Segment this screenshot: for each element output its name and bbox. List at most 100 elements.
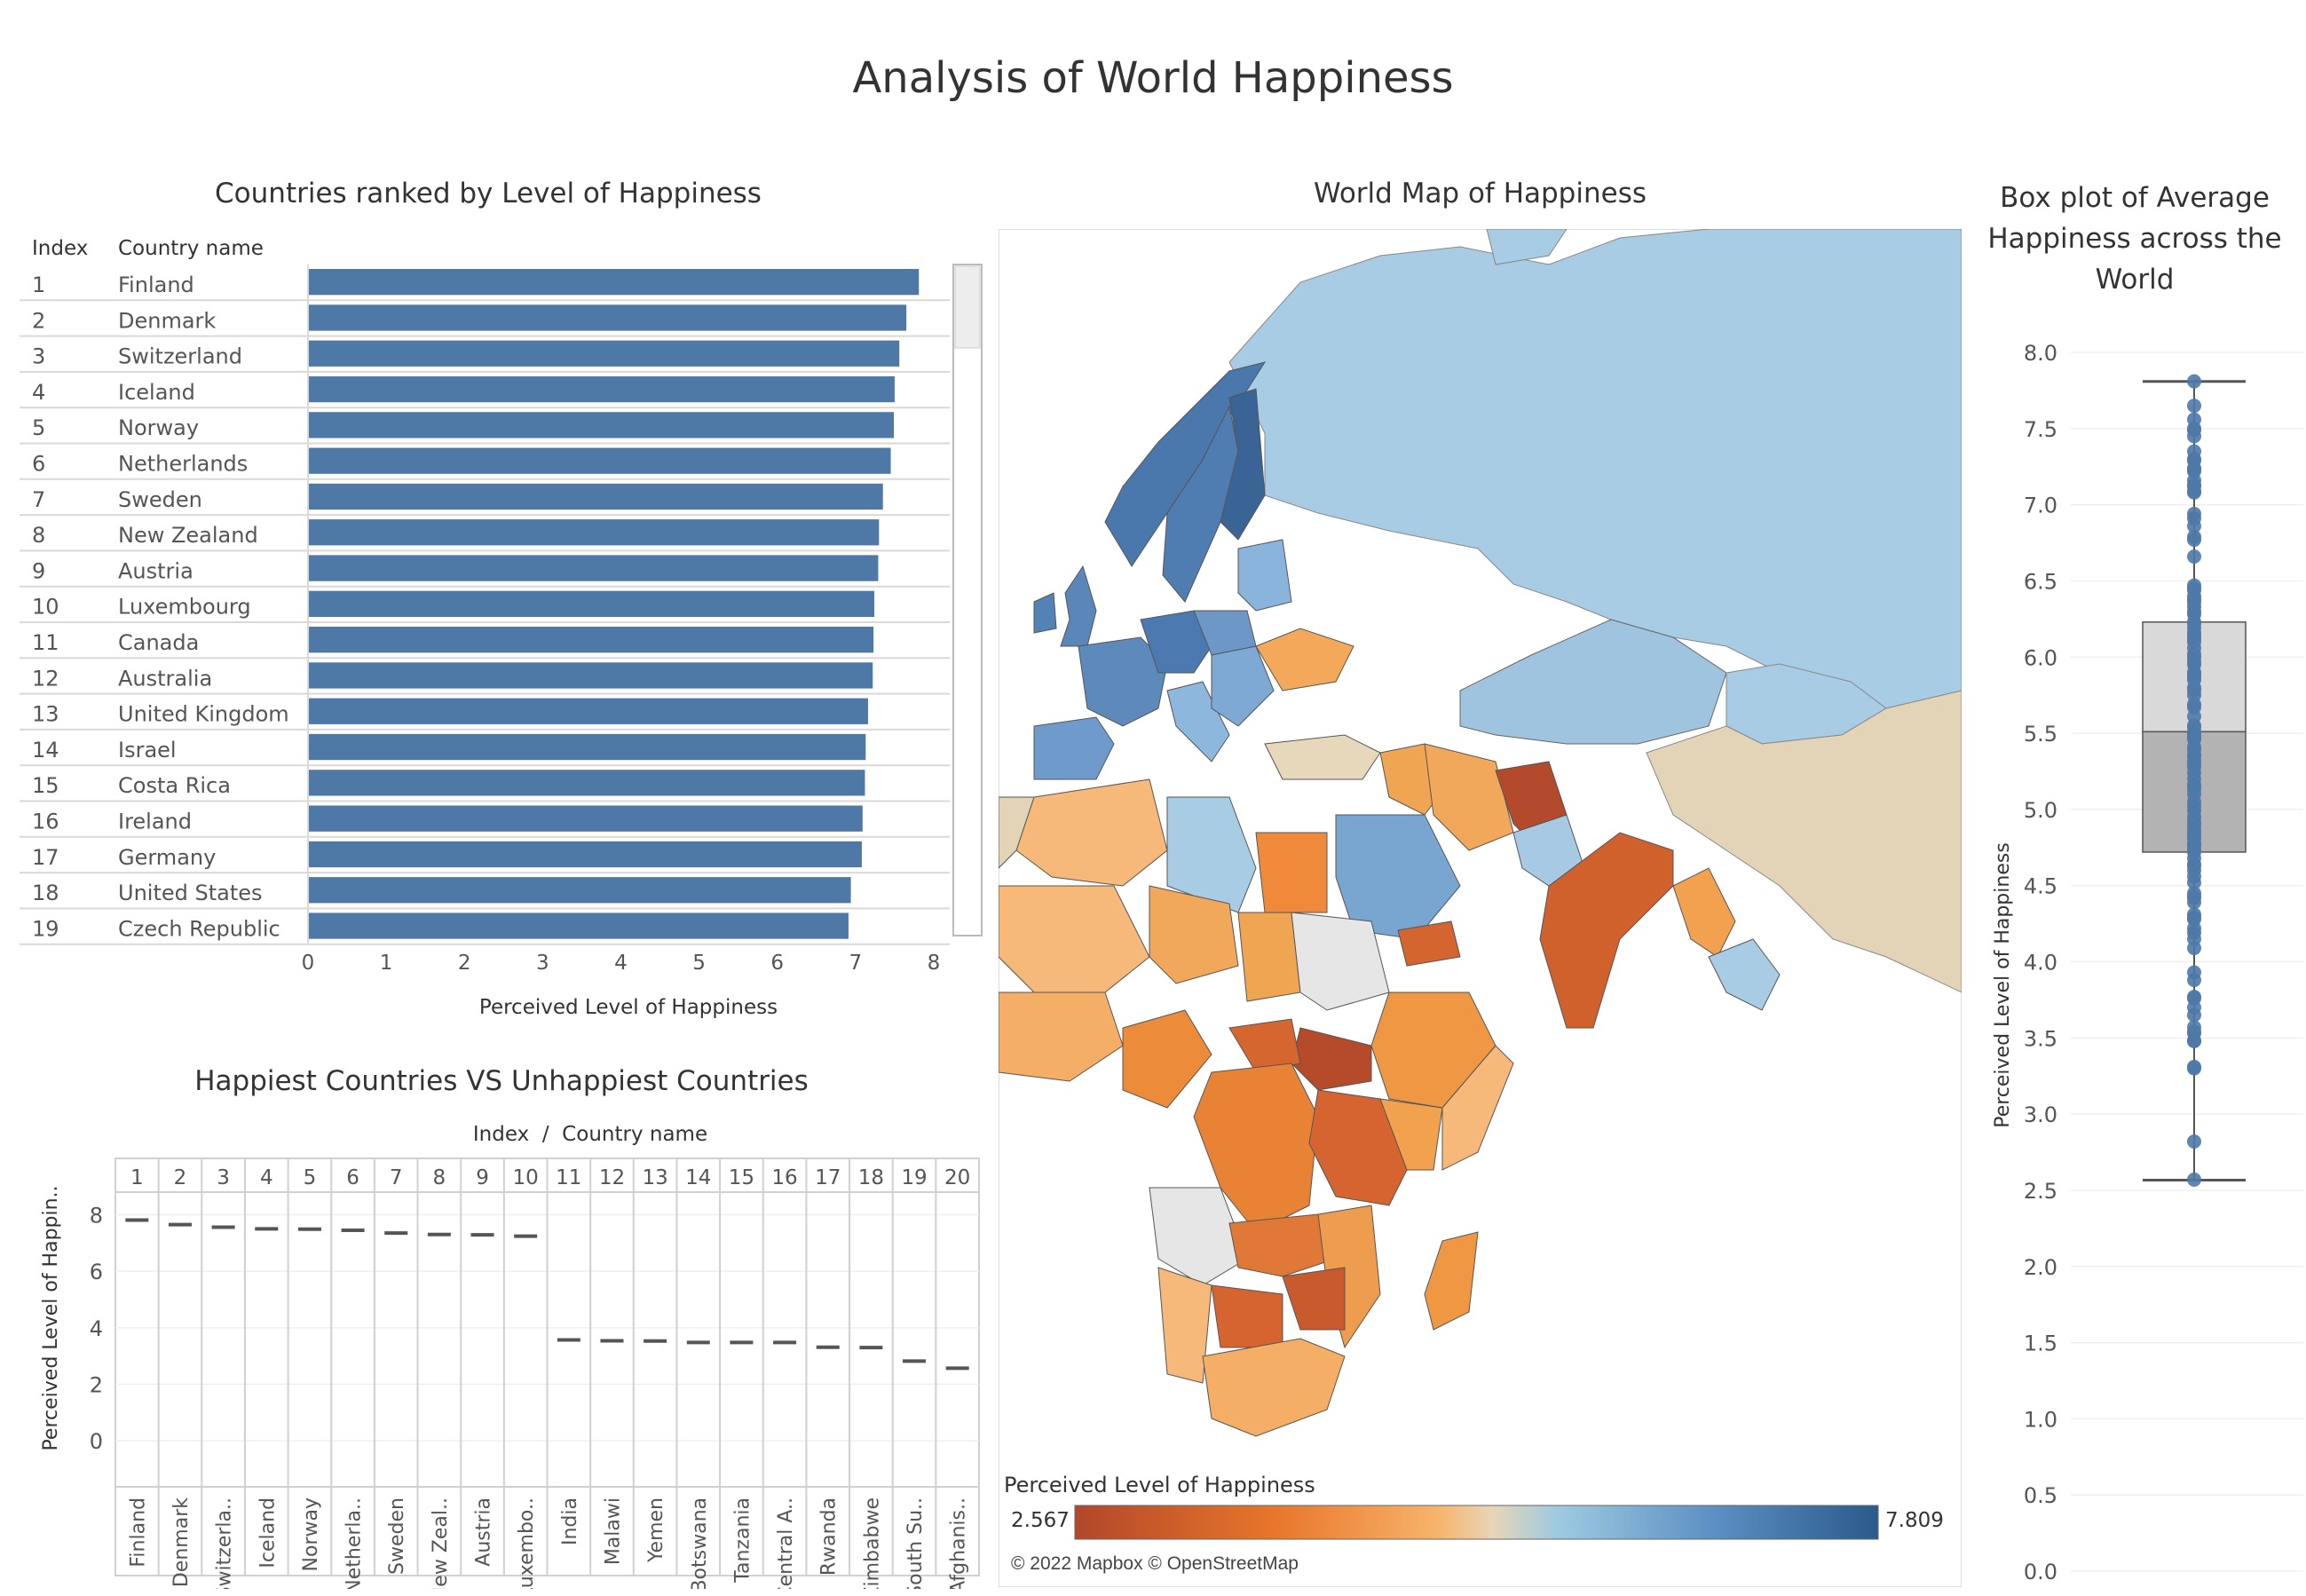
box-data-point[interactable]	[2187, 533, 2201, 548]
baltics-region[interactable]	[1237, 539, 1292, 612]
box-data-point[interactable]	[2187, 1007, 2201, 1023]
ranked-country-label[interactable]: Luxembourg	[118, 595, 251, 620]
ranked-country-label[interactable]: Ireland	[118, 810, 192, 834]
india-region[interactable]	[1539, 832, 1674, 1029]
ranked-bar[interactable]	[308, 269, 920, 296]
libya-region[interactable]	[1166, 796, 1257, 913]
ranked-bar[interactable]	[308, 770, 865, 796]
south-africa-region[interactable]	[1202, 1338, 1346, 1437]
ranked-country-label[interactable]: Canada	[118, 630, 199, 655]
kenya-region[interactable]	[1379, 1098, 1443, 1171]
compare-country-label[interactable]: New Zeal..	[430, 1497, 452, 1589]
box-data-point[interactable]	[2187, 549, 2201, 564]
egypt-region[interactable]	[1255, 832, 1328, 913]
legend-gradient-bar[interactable]	[1074, 1505, 1879, 1540]
compare-country-label[interactable]: Afghanis..	[948, 1497, 970, 1589]
box-data-point[interactable]	[2187, 941, 2201, 956]
ranked-bar[interactable]	[308, 733, 866, 761]
kazakhstan-region[interactable]	[1459, 619, 1727, 745]
madagascar-region[interactable]	[1424, 1231, 1479, 1331]
ireland-region[interactable]	[1033, 592, 1057, 634]
compare-country-label[interactable]: Finland	[127, 1497, 149, 1568]
ranked-scrollbar-thumb[interactable]	[954, 265, 981, 349]
morocco-region[interactable]	[999, 796, 1035, 869]
index-column-header[interactable]: Index	[32, 237, 89, 260]
west-africa-region[interactable]	[999, 992, 1124, 1082]
ranked-country-label[interactable]: Denmark	[118, 308, 216, 333]
box-data-point[interactable]	[2187, 518, 2201, 533]
ranked-country-label[interactable]: Australia	[118, 666, 212, 691]
compare-country-label[interactable]: Iceland	[257, 1497, 279, 1568]
box-data-point[interactable]	[2187, 973, 2201, 988]
box-data-point[interactable]	[2187, 875, 2201, 890]
compare-country-label[interactable]: India	[559, 1497, 581, 1545]
ranked-scrollbar-track[interactable]	[952, 264, 983, 936]
country-column-header[interactable]: Country name	[118, 237, 264, 260]
ranked-bar[interactable]	[308, 412, 895, 439]
box-data-point[interactable]	[2187, 429, 2201, 444]
car-region[interactable]	[1228, 1018, 1301, 1073]
ranked-bar[interactable]	[308, 519, 880, 546]
ranked-bar[interactable]	[308, 841, 862, 868]
ranked-bar[interactable]	[308, 555, 879, 581]
ranked-bar[interactable]	[308, 877, 851, 904]
box-data-point[interactable]	[2187, 1172, 2201, 1187]
myanmar-region[interactable]	[1672, 867, 1736, 958]
ranked-bar[interactable]	[308, 375, 895, 403]
compare-country-label[interactable]: Central A..	[775, 1497, 797, 1589]
germany-region[interactable]	[1140, 610, 1212, 674]
zimbabwe-region[interactable]	[1282, 1267, 1346, 1331]
ranked-country-label[interactable]: United Kingdom	[118, 702, 289, 727]
angola-region[interactable]	[1149, 1187, 1248, 1286]
ukraine-region[interactable]	[1255, 628, 1354, 691]
compare-country-label[interactable]: Luxembo..	[516, 1497, 538, 1589]
compare-country-label[interactable]: Norway	[300, 1497, 322, 1571]
ranked-country-label[interactable]: Austria	[118, 558, 193, 583]
ranked-country-label[interactable]: Iceland	[118, 380, 195, 405]
box-data-point[interactable]	[2187, 1061, 2201, 1076]
ranked-country-label[interactable]: Finland	[118, 273, 194, 297]
france-region[interactable]	[1078, 636, 1168, 727]
map-credit[interactable]: © 2022 Mapbox © OpenStreetMap	[1011, 1553, 1299, 1574]
italy-region[interactable]	[1166, 681, 1230, 762]
namibia-region[interactable]	[1157, 1267, 1212, 1384]
somalia-region[interactable]	[1441, 1045, 1514, 1171]
box-data-point[interactable]	[2187, 1134, 2201, 1150]
compare-country-label[interactable]: Rwanda	[818, 1497, 841, 1576]
niger-region[interactable]	[1149, 885, 1239, 984]
ranked-bar-chart[interactable]: 1 Finland 2 Denmark 3 Switzerland 4 Iceland 5 Nor…	[0, 257, 985, 1030]
botswana-region[interactable]	[1211, 1284, 1283, 1348]
ranked-country-label[interactable]: Switzerland	[118, 344, 242, 369]
box-data-point[interactable]	[2187, 895, 2201, 910]
iran-region[interactable]	[1424, 743, 1514, 851]
compare-country-label[interactable]: Zimbabwe	[861, 1497, 883, 1589]
ranked-bar[interactable]	[308, 590, 875, 617]
box-plot[interactable]: Perceived Level of Happiness 0.0 0.5 1.0 1.…	[1966, 328, 2303, 1589]
ranked-country-label[interactable]: Germany	[118, 845, 216, 870]
compare-country-label[interactable]: Tanzania	[731, 1497, 754, 1584]
finland-region[interactable]	[1220, 388, 1266, 541]
compare-country-label[interactable]: Botswana	[689, 1497, 711, 1589]
ranked-country-label[interactable]: Israel	[118, 738, 177, 762]
compare-country-label[interactable]: Sweden	[386, 1497, 408, 1575]
nigeria-region[interactable]	[1122, 1009, 1212, 1109]
ranked-country-label[interactable]: United States	[118, 881, 263, 905]
thailand-region[interactable]	[1708, 938, 1781, 1011]
compare-country-label[interactable]: Yemen	[645, 1497, 667, 1563]
ranked-bar[interactable]	[308, 304, 907, 331]
ranked-country-label[interactable]: New Zealand	[118, 523, 258, 548]
sudan-region[interactable]	[1291, 912, 1390, 1011]
ranked-country-label[interactable]: Sweden	[118, 487, 202, 512]
world-map[interactable]	[999, 229, 1962, 1587]
chad-region[interactable]	[1237, 912, 1301, 1002]
compare-country-label[interactable]: Netherla..	[344, 1497, 366, 1589]
compare-country-label[interactable]: Denmark	[170, 1497, 193, 1587]
ranked-country-label[interactable]: Netherlands	[118, 452, 248, 477]
box-data-point[interactable]	[2187, 1033, 2201, 1048]
yemen-region[interactable]	[1397, 920, 1461, 967]
compare-country-label[interactable]: South Su..	[904, 1497, 927, 1589]
compare-country-label[interactable]: Austria	[473, 1497, 495, 1567]
ranked-bar[interactable]	[308, 913, 849, 939]
ranked-bar[interactable]	[308, 447, 891, 474]
ranked-bar[interactable]	[308, 805, 863, 832]
